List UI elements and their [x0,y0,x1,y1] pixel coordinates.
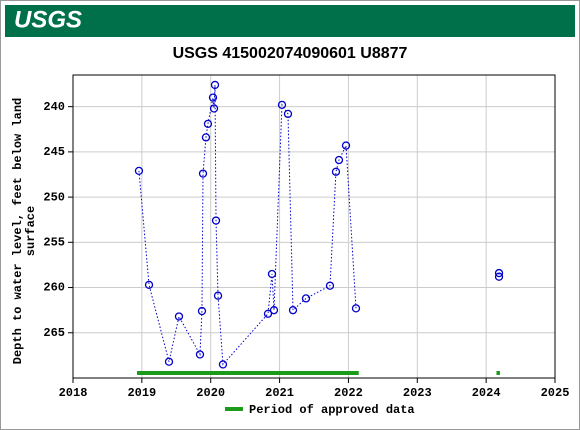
data-point [334,155,344,165]
data-point [277,100,287,109]
data-point [351,304,361,313]
approved-period [137,371,359,375]
x-tick-label: 2019 [127,386,156,400]
data-point [211,216,221,225]
data-point [263,309,273,318]
legend-label: Period of approved data [249,403,415,417]
data-point [325,281,335,290]
data-point [164,357,174,366]
legend-swatch [225,407,243,411]
data-point [174,312,184,321]
data-point [203,119,213,128]
logo: USGS [14,6,82,33]
y-tick-label: 250 [43,190,65,204]
data-point [301,294,311,303]
data-point [195,350,205,359]
y-tick-label: 255 [43,236,65,250]
y-axis-label-line: surface [24,206,38,256]
data-point [331,167,341,176]
y-tick-label: 245 [43,145,65,159]
x-tick-label: 2021 [265,386,294,400]
data-point [283,109,293,119]
y-axis-label: Depth to water level, feet below land sur… [11,98,38,364]
data-point [494,272,504,281]
chart-title: USGS 415002074090601 U8877 [173,45,408,62]
y-axis-label-line: Depth to water level, feet below land [11,98,25,364]
x-tick-label: 2023 [403,386,432,400]
plot-border [72,74,556,379]
data-point [197,306,207,316]
approved-period [496,371,500,375]
data-point [144,280,154,289]
data-point [208,93,218,102]
x-tick-label: 2024 [472,386,501,400]
data-point [198,169,208,178]
data-line [138,84,500,366]
data-point [269,306,279,315]
data-point [494,268,504,278]
y-tick-label: 260 [43,281,65,295]
x-tick-label: 2022 [334,386,363,400]
x-tick-label: 2020 [196,386,225,400]
x-tick-label: 2025 [541,386,570,400]
data-point [134,166,144,176]
data-point [201,133,211,142]
data-point [209,104,219,113]
data-point [218,360,228,369]
data-point [210,80,220,90]
x-tick-label: 2018 [59,386,88,400]
header-bar [5,5,575,37]
data-point [341,141,351,150]
data-point [213,291,223,300]
data-point [267,269,277,279]
y-tick-label: 240 [43,100,65,114]
data-point [288,306,298,315]
y-tick-label: 265 [43,326,65,340]
